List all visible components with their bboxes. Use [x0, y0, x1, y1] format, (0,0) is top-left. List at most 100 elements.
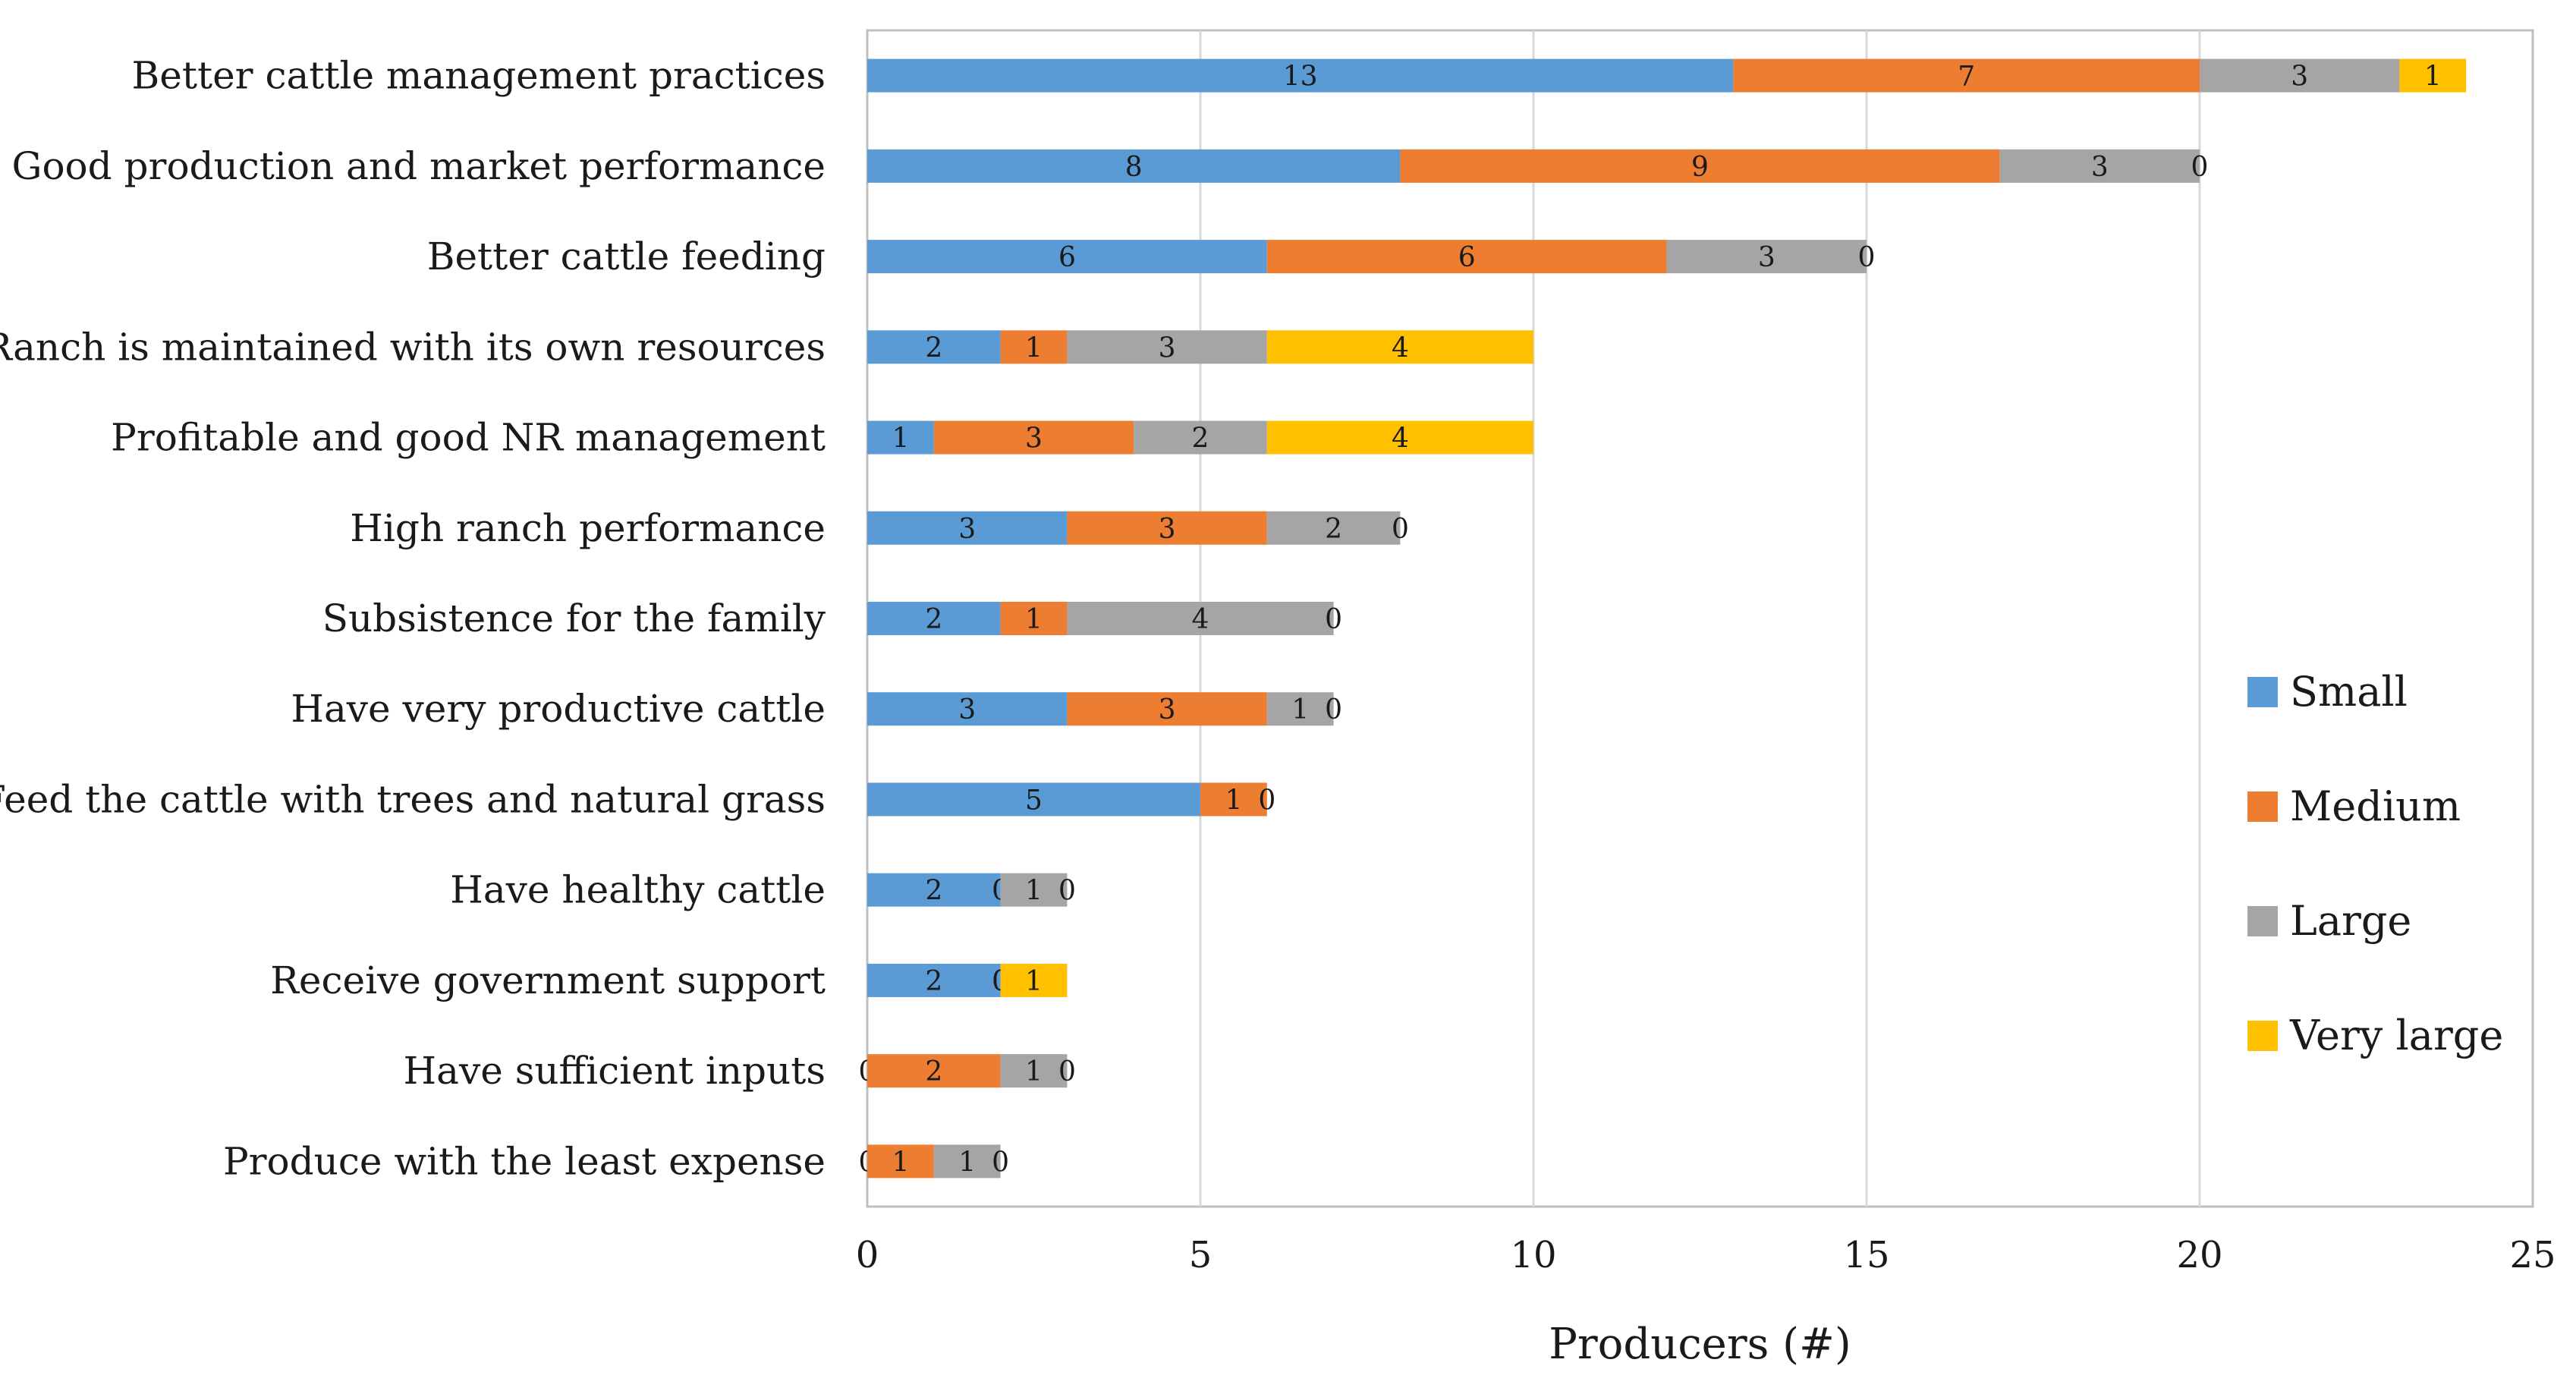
bar-segment: [1067, 330, 1267, 364]
bar-segment: [2399, 58, 2467, 93]
data-label: 0: [1325, 694, 1342, 725]
data-label: 1: [1225, 785, 1242, 816]
data-label: 1: [958, 1147, 976, 1178]
bar-segment: [1000, 602, 1068, 635]
category-label: Good production and market performance: [12, 144, 826, 188]
x-axis-title: Producers (#): [1549, 1320, 1851, 1369]
bar-segment: [1200, 782, 1267, 817]
data-label: 3: [1159, 694, 1176, 725]
data-label: 6: [1058, 242, 1076, 273]
bar-segment: [867, 1054, 1001, 1088]
bar-segment: [867, 692, 1068, 726]
data-label: 3: [1025, 423, 1043, 455]
x-tick-label: 5: [1189, 1234, 1213, 1276]
data-label: 3: [1159, 514, 1176, 545]
bar-segment: [867, 1144, 934, 1179]
bar-segment: [1666, 240, 1867, 274]
bar-segment: [1266, 240, 1667, 274]
bar-segment: [867, 511, 1068, 545]
data-label: 7: [1958, 61, 1975, 93]
bar-segment: [1067, 602, 1334, 635]
data-label: 3: [958, 514, 976, 545]
data-label: 4: [1392, 423, 1409, 455]
data-label: 1: [1291, 694, 1309, 725]
data-label: 1: [1025, 332, 1043, 363]
data-label: 2: [925, 332, 942, 363]
x-tick-label: 10: [1510, 1234, 1556, 1276]
data-label: 2: [1192, 423, 1209, 455]
data-label: 0: [992, 1147, 1009, 1178]
data-label: 3: [1758, 242, 1776, 273]
data-label: 8: [1125, 152, 1143, 183]
category-label: Better cattle feeding: [427, 234, 826, 279]
bar-segment: [867, 58, 1734, 93]
bar-segment: [1067, 692, 1267, 726]
data-label: 0: [1325, 604, 1342, 635]
legend-swatch: [2247, 791, 2278, 822]
bar-segment: [933, 1144, 1001, 1179]
x-tick-label: 0: [856, 1234, 879, 1276]
category-label: Feed the cattle with trees and natural g…: [0, 777, 826, 821]
data-label: 0: [1258, 785, 1275, 816]
legend-label: Large: [2290, 897, 2411, 945]
bar-segment: [1000, 1054, 1068, 1088]
category-label: Have healthy cattle: [450, 868, 826, 912]
category-label: Better cattle management practices: [132, 54, 826, 98]
bar-segment: [867, 782, 1200, 817]
category-label: High ranch performance: [350, 506, 826, 550]
data-label: 5: [1025, 785, 1043, 816]
data-label: 3: [1159, 332, 1176, 363]
category-label: Have sufficient inputs: [404, 1049, 826, 1093]
data-label: 0: [1392, 514, 1409, 545]
data-label: 6: [1458, 242, 1476, 273]
data-label: 1: [1025, 966, 1043, 997]
data-label: 2: [925, 604, 942, 635]
data-label: 2: [925, 1056, 942, 1087]
bar-segment: [867, 330, 1001, 364]
data-label: 1: [892, 423, 909, 455]
data-label: 4: [1192, 604, 1209, 635]
bar-segment: [1000, 873, 1068, 907]
bar-segment: [1733, 58, 2200, 93]
x-tick-label: 15: [1843, 1234, 1889, 1276]
data-label: 0: [2191, 152, 2209, 183]
data-label: 3: [2291, 61, 2308, 93]
bar-segment: [1266, 692, 1334, 726]
category-label: Profitable and good NR management: [111, 416, 826, 460]
bar-segment: [1134, 420, 1267, 455]
data-label: 3: [958, 694, 976, 725]
bar-segment: [1000, 330, 1068, 364]
data-label: 2: [925, 966, 942, 997]
data-label: 0: [1058, 876, 1076, 907]
category-label: Receive government support: [270, 958, 826, 1002]
data-label: 1: [1025, 1056, 1043, 1087]
category-label: Ranch is maintained with its own resourc…: [0, 325, 826, 369]
bar-segment: [1400, 149, 2000, 183]
x-tick-label: 25: [2509, 1234, 2556, 1276]
category-label: Subsistence for the family: [322, 596, 826, 640]
data-label: 1: [892, 1147, 909, 1178]
bar-segment: [867, 240, 1267, 274]
bar-segment: [867, 149, 1401, 183]
category-label: Have very productive cattle: [291, 687, 826, 731]
data-label: 1: [1025, 604, 1043, 635]
bar-segment: [867, 873, 1001, 907]
legend-swatch: [2247, 906, 2278, 936]
data-label: 0: [1858, 242, 1876, 273]
bar-segment: [1266, 330, 1533, 364]
legend-label: Small: [2290, 668, 2408, 716]
bar-segment: [1266, 511, 1401, 545]
bar-segment: [867, 602, 1001, 635]
bar-segment: [2200, 58, 2400, 93]
bar-segment: [1999, 149, 2200, 183]
data-label: 1: [2424, 61, 2442, 93]
x-tick-label: 20: [2176, 1234, 2222, 1276]
data-label: 4: [1392, 332, 1409, 363]
data-label: 0: [1058, 1056, 1076, 1087]
bar-segment: [867, 963, 1001, 997]
data-label: 9: [1691, 152, 1709, 183]
bar-segment: [933, 420, 1134, 455]
data-label: 3: [2091, 152, 2109, 183]
legend-swatch: [2247, 1021, 2278, 1051]
